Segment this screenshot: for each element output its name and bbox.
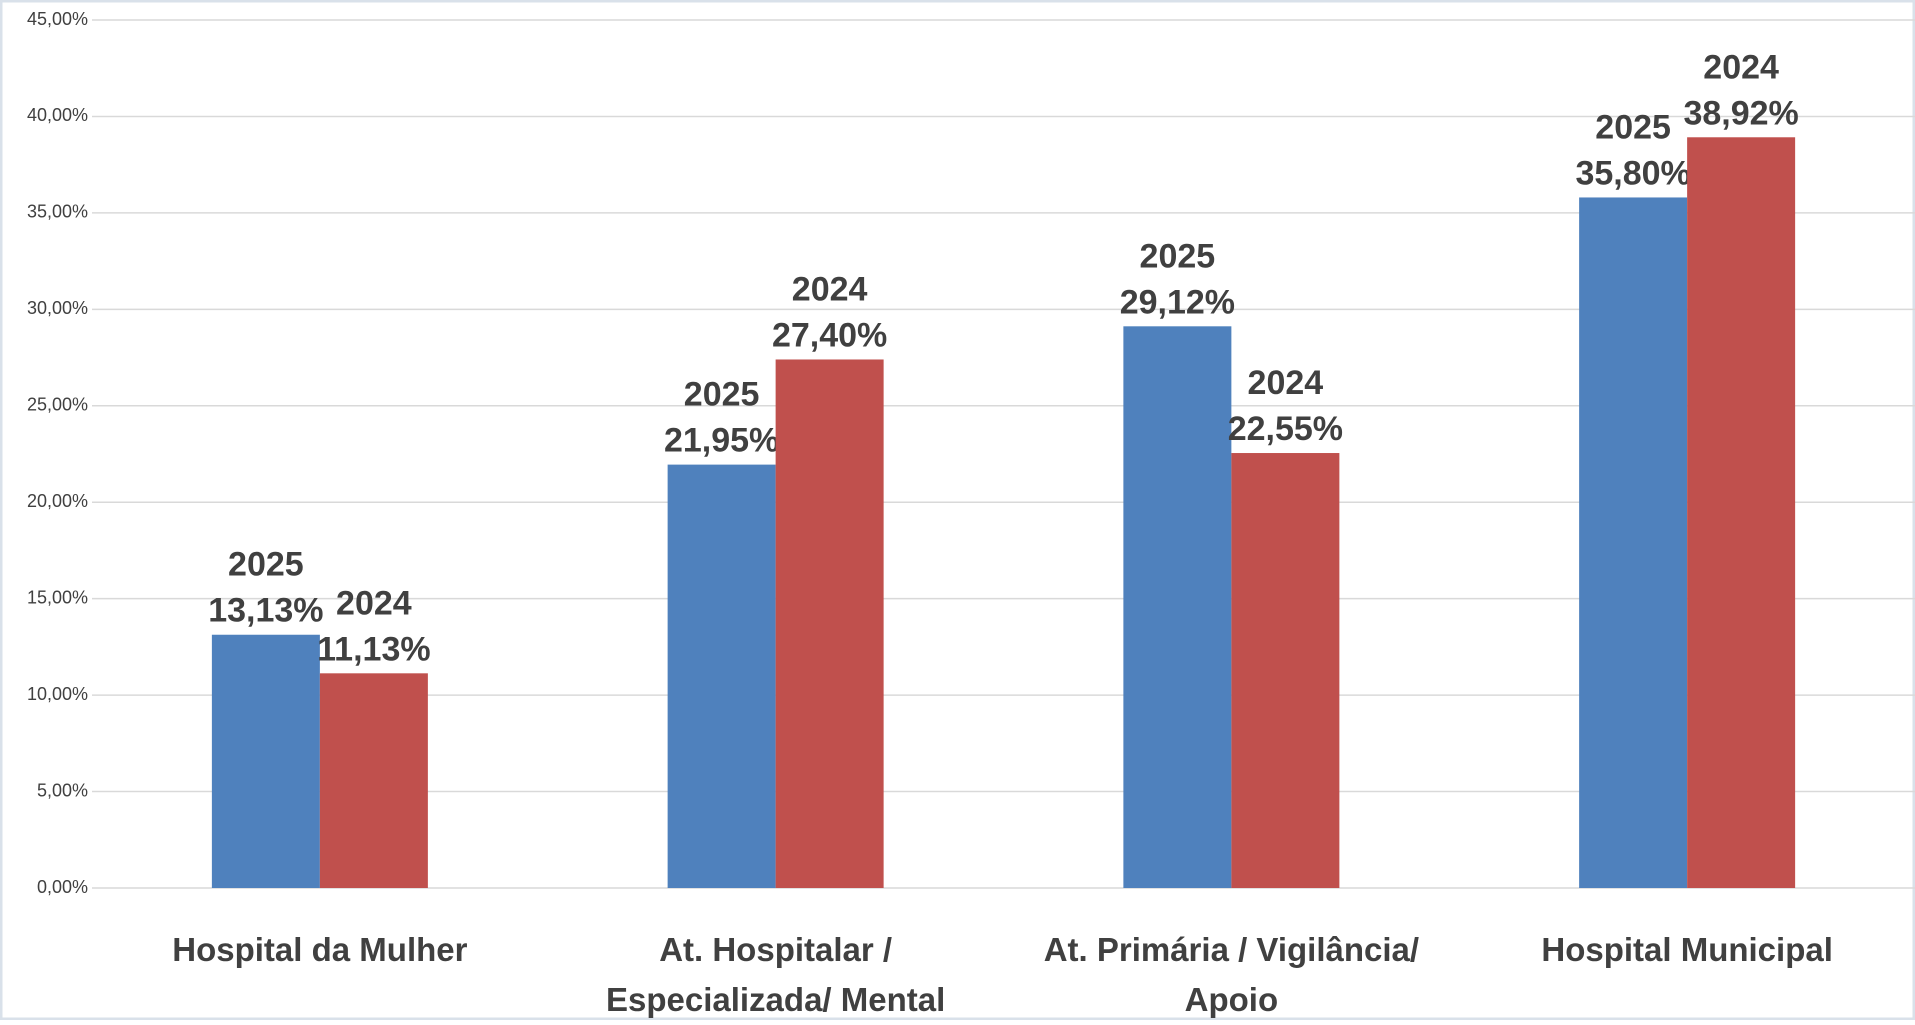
y-tick-label: 25,00% bbox=[27, 395, 88, 415]
data-label-series: 2024 bbox=[1248, 364, 1324, 402]
data-label: 29,12% bbox=[1120, 283, 1235, 321]
data-label: 13,13% bbox=[208, 592, 323, 630]
bar bbox=[1123, 326, 1232, 888]
data-label-series: 2025 bbox=[1140, 237, 1216, 275]
data-label: 35,80% bbox=[1575, 154, 1690, 192]
data-label-series: 2024 bbox=[792, 270, 868, 308]
y-tick-label: 0,00% bbox=[37, 877, 88, 897]
bar bbox=[319, 673, 428, 888]
bar bbox=[1687, 137, 1796, 889]
data-label: 11,13% bbox=[317, 630, 430, 668]
data-label-series: 2025 bbox=[684, 376, 760, 414]
data-label: 22,55% bbox=[1228, 410, 1343, 448]
data-label: 21,95% bbox=[664, 422, 779, 460]
x-tick-label: At. Hospitalar / Especializada/ Mental bbox=[605, 931, 946, 1018]
x-tick-label: Hospital Municipal bbox=[1541, 931, 1833, 968]
bar bbox=[775, 359, 884, 888]
y-tick-label: 40,00% bbox=[27, 105, 88, 125]
y-tick-label: 20,00% bbox=[27, 491, 88, 511]
x-tick-label: At. Primária / Vigilância/ Apoio bbox=[1043, 931, 1420, 1018]
bar bbox=[211, 634, 320, 888]
x-tick-label: Hospital da Mulher bbox=[172, 931, 468, 968]
data-label-series: 2024 bbox=[1703, 48, 1779, 86]
bar bbox=[667, 464, 776, 888]
bar bbox=[1231, 453, 1340, 888]
bar bbox=[1579, 197, 1688, 889]
data-label: 27,40% bbox=[772, 316, 887, 354]
y-tick-label: 5,00% bbox=[37, 780, 88, 800]
y-tick-label: 15,00% bbox=[27, 587, 88, 607]
y-tick-label: 35,00% bbox=[27, 202, 88, 222]
y-tick-label: 10,00% bbox=[27, 684, 88, 704]
data-label-series: 2025 bbox=[1595, 108, 1671, 146]
data-label: 38,92% bbox=[1683, 94, 1798, 132]
y-tick-label: 30,00% bbox=[27, 298, 88, 318]
y-tick-label: 45,00% bbox=[27, 9, 88, 29]
data-label-series: 2024 bbox=[336, 584, 412, 622]
data-label-series: 2025 bbox=[228, 546, 304, 584]
